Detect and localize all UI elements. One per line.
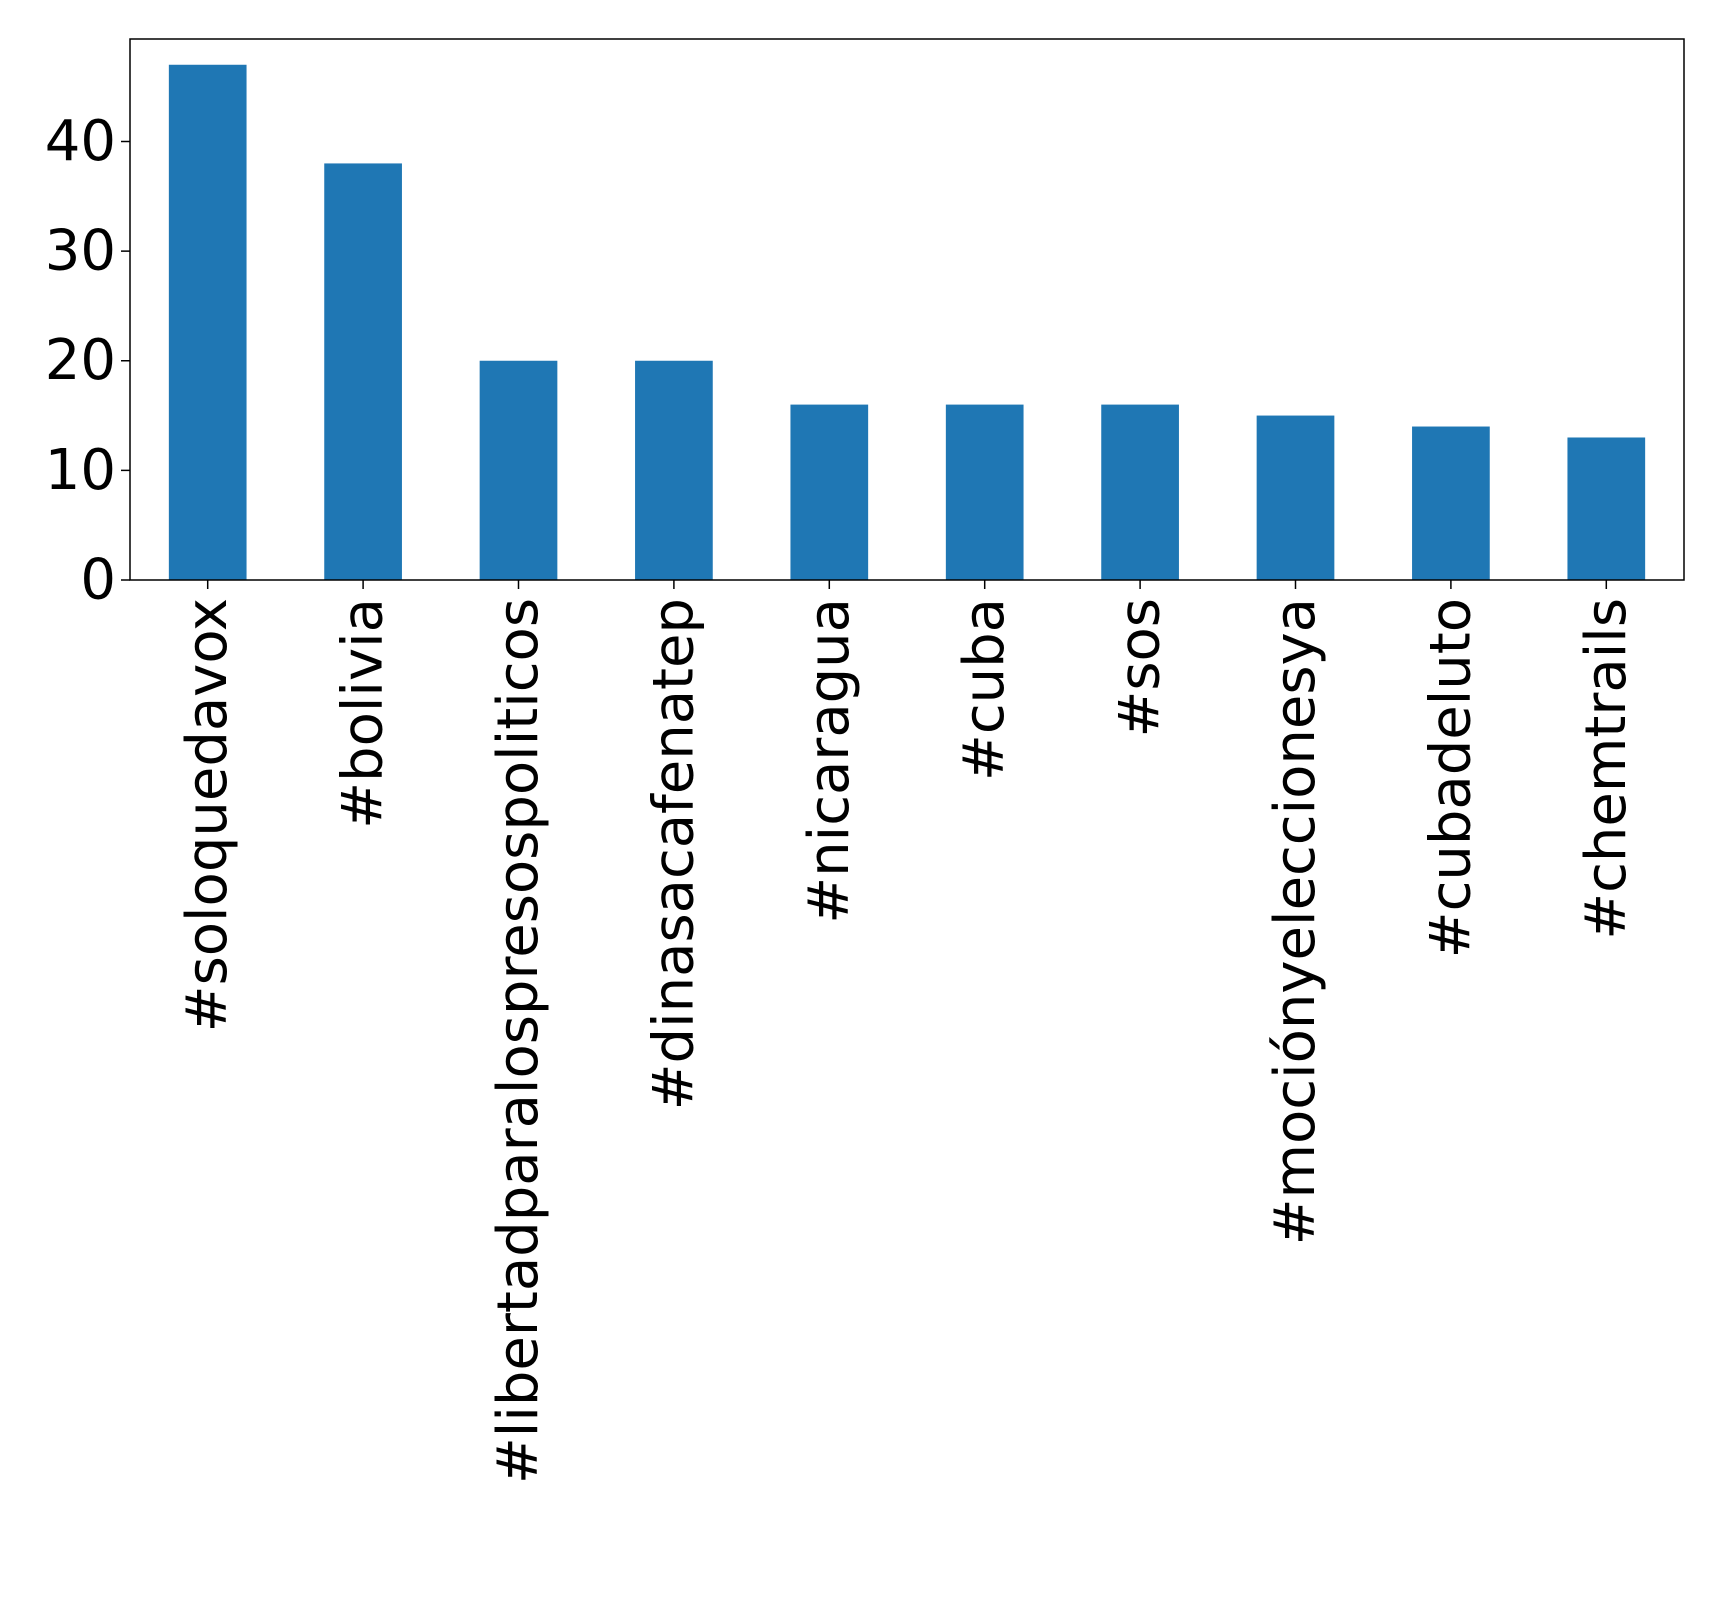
y-tick-label: 10 [45,438,116,503]
bar-nicaragua [790,404,869,580]
x-tick-label: #cuba [952,598,1017,781]
x-tick-label: #sos [1108,598,1173,738]
y-tick-label: 0 [80,548,116,613]
y-tick-label: 30 [45,219,116,284]
x-axis: #soloquedavox #bolivia #libertadparalospre… [175,580,1639,1484]
plot-area-frame [129,38,1685,581]
x-tick-label: #dinasacafenatep [641,598,706,1110]
y-axis: 0 10 20 30 40 [45,109,130,613]
x-tick-label: #soloquedavox [175,598,240,1032]
bar-bolivia [324,163,402,581]
y-tick-label: 40 [45,109,116,174]
bar-soloquedavox [168,64,247,580]
bars-group [168,64,1646,581]
bar-cuba [945,404,1024,580]
bar-mociónyeleccionesya [1256,415,1335,580]
y-tick-label: 20 [45,328,116,393]
x-tick-label: #mociónyeleccionesya [1263,598,1328,1245]
x-tick-label: #bolivia [331,598,396,829]
bar-sos [1101,404,1179,580]
bar-chemtrails [1567,437,1646,580]
x-tick-label: #libertadparalospresospoliticos [486,598,551,1484]
x-tick-label: #cubadeluto [1418,598,1483,958]
bar-cubadeluto [1412,426,1490,580]
x-tick-label: #chemtrails [1574,598,1639,940]
x-tick-label: #nicaragua [797,598,862,924]
bar-dinasacafenatep [635,360,713,580]
bar-libertadparalospresospoliticos [479,360,558,580]
